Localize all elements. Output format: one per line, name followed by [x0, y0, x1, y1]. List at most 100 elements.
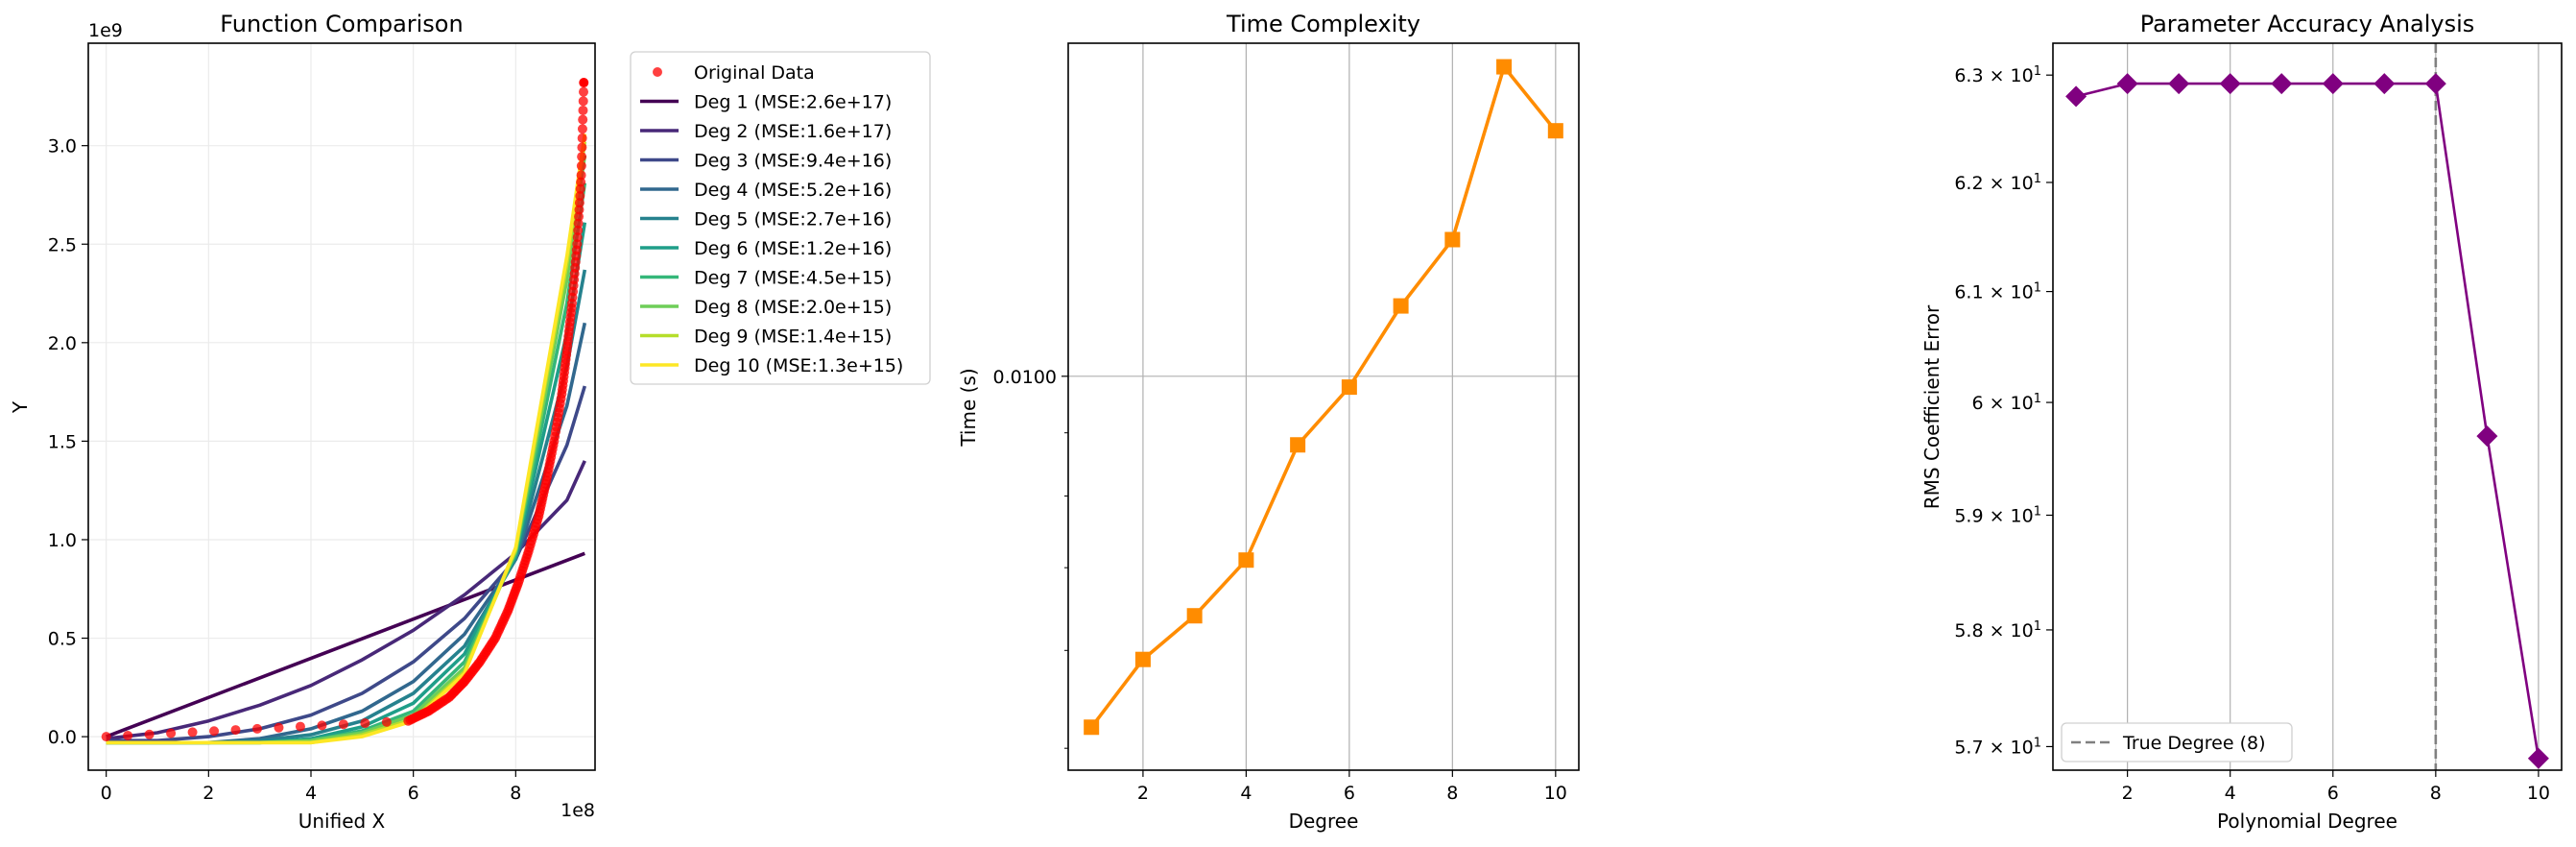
p1-legend-label: Deg 6 (MSE:1.2e+16)	[694, 238, 892, 259]
p3-ytick-exponent: 1	[2034, 736, 2041, 750]
panel2-xlabel: Degree	[1289, 810, 1359, 833]
p2-point-marker	[1290, 437, 1306, 453]
p1-scatter-point	[578, 96, 588, 107]
p1-series-line-4	[106, 322, 587, 745]
p1-scatter-point	[338, 719, 348, 730]
p1-scatter-point	[360, 718, 370, 729]
p3-point-marker	[2271, 73, 2293, 95]
p1-scatter-point	[101, 732, 111, 742]
panel2-ylabel: Time (s)	[957, 368, 980, 447]
p3-xtick-label: 8	[2430, 783, 2442, 804]
p3-ytick-label: 6 × 101	[1971, 392, 2041, 415]
p2-point-marker	[1547, 123, 1563, 139]
p3-point-marker	[2424, 73, 2446, 95]
p2-point-marker	[1393, 298, 1409, 314]
p1-series-line-8	[106, 155, 587, 745]
panel1-y-offset: 1e9	[88, 20, 123, 41]
p2-series-line	[1089, 64, 1558, 729]
p1-legend-label: Deg 1 (MSE:2.6e+17)	[694, 92, 892, 113]
p3-point-marker	[2219, 73, 2241, 95]
p3-xtick-label: 10	[2527, 783, 2550, 804]
p3-point-marker	[2322, 73, 2344, 95]
p3-ytick-label: 6.1 × 101	[1954, 280, 2041, 303]
p3-ytick-times: ×	[1984, 505, 2011, 526]
panel3-xlabel: Polynomial Degree	[2217, 810, 2397, 833]
p1-scatter-point	[578, 114, 588, 125]
p1-scatter-point	[578, 105, 588, 115]
p3-ytick-exponent: 1	[2034, 504, 2041, 519]
p2-point-marker	[1186, 608, 1203, 624]
p1-ytick-label: 0.5	[48, 629, 77, 650]
p1-scatter-point	[577, 142, 587, 153]
p3-ytick-base: 10	[2011, 620, 2034, 641]
p3-point-marker	[2373, 73, 2396, 95]
p3-ytick-exponent: 1	[2034, 392, 2041, 406]
p1-xtick-label: 6	[408, 783, 419, 804]
p3-ytick-label: 5.8 × 101	[1954, 618, 2041, 641]
p1-scatter-point	[573, 218, 584, 229]
panel1-ylabel: Y	[9, 400, 32, 414]
p1-series-line-9	[106, 141, 587, 745]
p1-scatter-point	[274, 722, 284, 733]
p3-legend-label: True Degree (8)	[2122, 733, 2266, 754]
p1-legend-label: Deg 4 (MSE:5.2e+16)	[694, 180, 892, 201]
p3-ytick-times: ×	[1984, 65, 2011, 86]
panel3-ylabel: RMS Coefficient Error	[1920, 304, 1944, 509]
p1-scatter-point	[573, 225, 584, 235]
p3-point-marker	[2168, 73, 2190, 95]
p3-ytick-mantissa: 5.7	[1954, 737, 1983, 758]
p1-scatter-point	[574, 198, 584, 208]
p1-ytick-label: 0.0	[48, 727, 77, 748]
p1-scatter-point	[575, 183, 585, 194]
p1-scatter-point	[317, 720, 327, 731]
p3-ytick-base: 10	[2011, 65, 2034, 86]
p1-ytick-label: 1.5	[48, 431, 77, 452]
p1-scatter-point	[144, 729, 155, 739]
p1-scatter-point	[576, 160, 586, 171]
p1-scatter-point	[209, 726, 220, 737]
p2-xtick-label: 10	[1544, 783, 1567, 804]
p3-ytick-mantissa: 5.9	[1954, 505, 1983, 526]
p3-ytick-times: ×	[1984, 737, 2011, 758]
p3-ytick-base: 10	[2011, 282, 2034, 303]
p3-point-marker	[2065, 85, 2087, 108]
p1-xtick-label: 0	[101, 783, 112, 804]
p1-series-line-10	[106, 133, 587, 745]
p1-ytick-label: 2.5	[48, 234, 77, 255]
p2-xtick-label: 8	[1446, 783, 1458, 804]
p3-ytick-mantissa: 6	[1971, 393, 1983, 414]
p2-point-marker	[1084, 719, 1100, 736]
p2-point-marker	[1134, 651, 1151, 667]
p2-ytick-label: 0.0100	[993, 367, 1057, 388]
p3-ytick-base: 10	[2011, 505, 2034, 526]
p1-xtick-label: 4	[305, 783, 317, 804]
panel2-title: Time Complexity	[1226, 11, 1420, 37]
p1-scatter-point	[579, 78, 589, 88]
p3-ytick-mantissa: 5.8	[1954, 620, 1983, 641]
p1-scatter-point	[572, 232, 583, 243]
p3-ytick-base: 10	[2011, 393, 2034, 414]
p3-ytick-times: ×	[1984, 620, 2011, 641]
p1-legend-label: Deg 7 (MSE:4.5e+15)	[694, 268, 892, 289]
p1-scatter-point	[579, 86, 588, 97]
p1-scatter-point	[166, 728, 177, 738]
p3-ytick-label: 6.3 × 101	[1954, 64, 2041, 87]
p1-scatter-point	[252, 723, 262, 734]
p3-point-marker	[2116, 73, 2138, 95]
p1-ytick-label: 1.0	[48, 530, 77, 551]
panel-time-complexity: 2 4 6 8 10 0.0100 Time Complexity Degree Time…	[957, 11, 1580, 833]
panel3-frame	[2052, 42, 2563, 771]
p1-series-line-1	[106, 551, 585, 738]
p2-xtick-label: 6	[1344, 783, 1355, 804]
p1-scatter-point	[577, 133, 587, 143]
panel1-legend: Original Data Deg 1 (MSE:2.6e+17) Deg 2 (M…	[630, 51, 931, 385]
p3-ytick-exponent: 1	[2034, 280, 2041, 295]
p1-xtick-label: 8	[510, 783, 521, 804]
p1-scatter-point	[576, 177, 586, 187]
p1-series-line-6	[106, 222, 587, 745]
p3-ytick-label: 5.9 × 101	[1954, 504, 2041, 527]
p3-ytick-base: 10	[2011, 173, 2034, 194]
p1-legend-label: Deg 5 (MSE:2.7e+16)	[694, 209, 892, 230]
p3-ytick-times: ×	[1984, 173, 2011, 194]
